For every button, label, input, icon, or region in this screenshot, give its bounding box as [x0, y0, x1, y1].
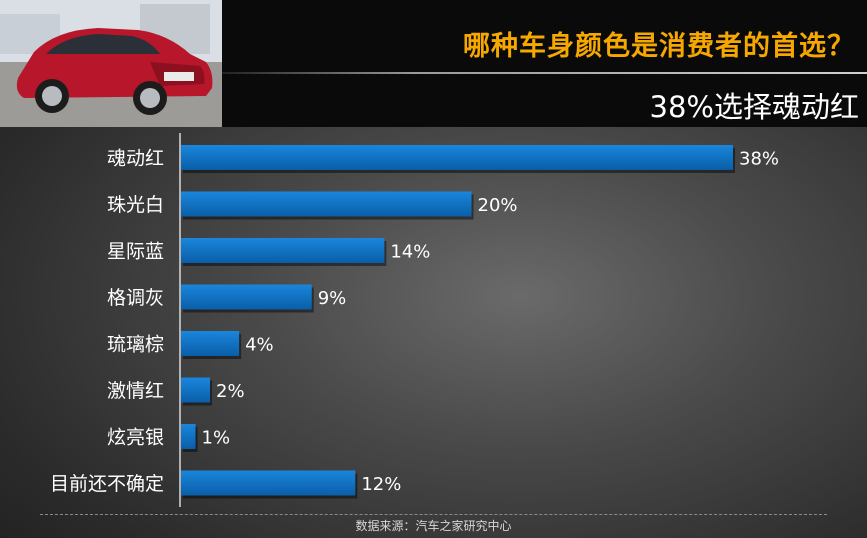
page-subtitle: 38%选择魂动红: [649, 90, 859, 124]
header-banner: 哪种车身颜色是消费者的首选？ 38%选择魂动红: [0, 0, 867, 127]
value-label: 38%: [739, 149, 779, 170]
bar-3: [181, 284, 312, 310]
category-label: 目前还不确定: [50, 473, 164, 495]
category-label: 格调灰: [107, 287, 164, 309]
page-title: 哪种车身颜色是消费者的首选？: [463, 31, 855, 62]
value-label: 14%: [390, 242, 430, 263]
category-label: 魂动红: [107, 148, 164, 170]
car-photo: [0, 0, 222, 127]
source-note: 数据来源：汽车之家研究中心: [355, 519, 512, 533]
footer-divider: [40, 514, 827, 515]
category-label: 炫亮银: [107, 427, 164, 449]
value-label: 9%: [318, 288, 347, 309]
red-car-image: [0, 0, 222, 127]
value-label: 4%: [245, 335, 274, 356]
bar-chart: 魂动红 38% 珠光白 20% 星际蓝 14% 格调灰 9% 琉璃棕 4% 激情红 2% 炫亮银 1% 目前…: [50, 133, 779, 507]
category-label: 星际蓝: [107, 241, 164, 263]
value-label: 1%: [202, 428, 231, 449]
header-divider: [222, 72, 867, 74]
category-label: 琉璃棕: [107, 334, 164, 356]
bar-6: [181, 424, 196, 449]
bar-5: [181, 377, 211, 403]
category-label: 激情红: [107, 380, 164, 402]
category-label: 珠光白: [107, 194, 164, 216]
value-label: 12%: [361, 474, 401, 495]
value-label: 2%: [216, 381, 245, 402]
bar-1: [181, 191, 472, 217]
value-label: 20%: [478, 195, 518, 216]
bar-4: [181, 331, 240, 356]
bar-0: [181, 145, 733, 170]
bar-group: 魂动红 38% 珠光白 20% 星际蓝 14% 格调灰 9% 琉璃棕 4% 激情红 2% 炫亮银 1% 目前…: [50, 145, 779, 499]
bar-7: [181, 470, 356, 496]
bar-2: [181, 238, 385, 263]
